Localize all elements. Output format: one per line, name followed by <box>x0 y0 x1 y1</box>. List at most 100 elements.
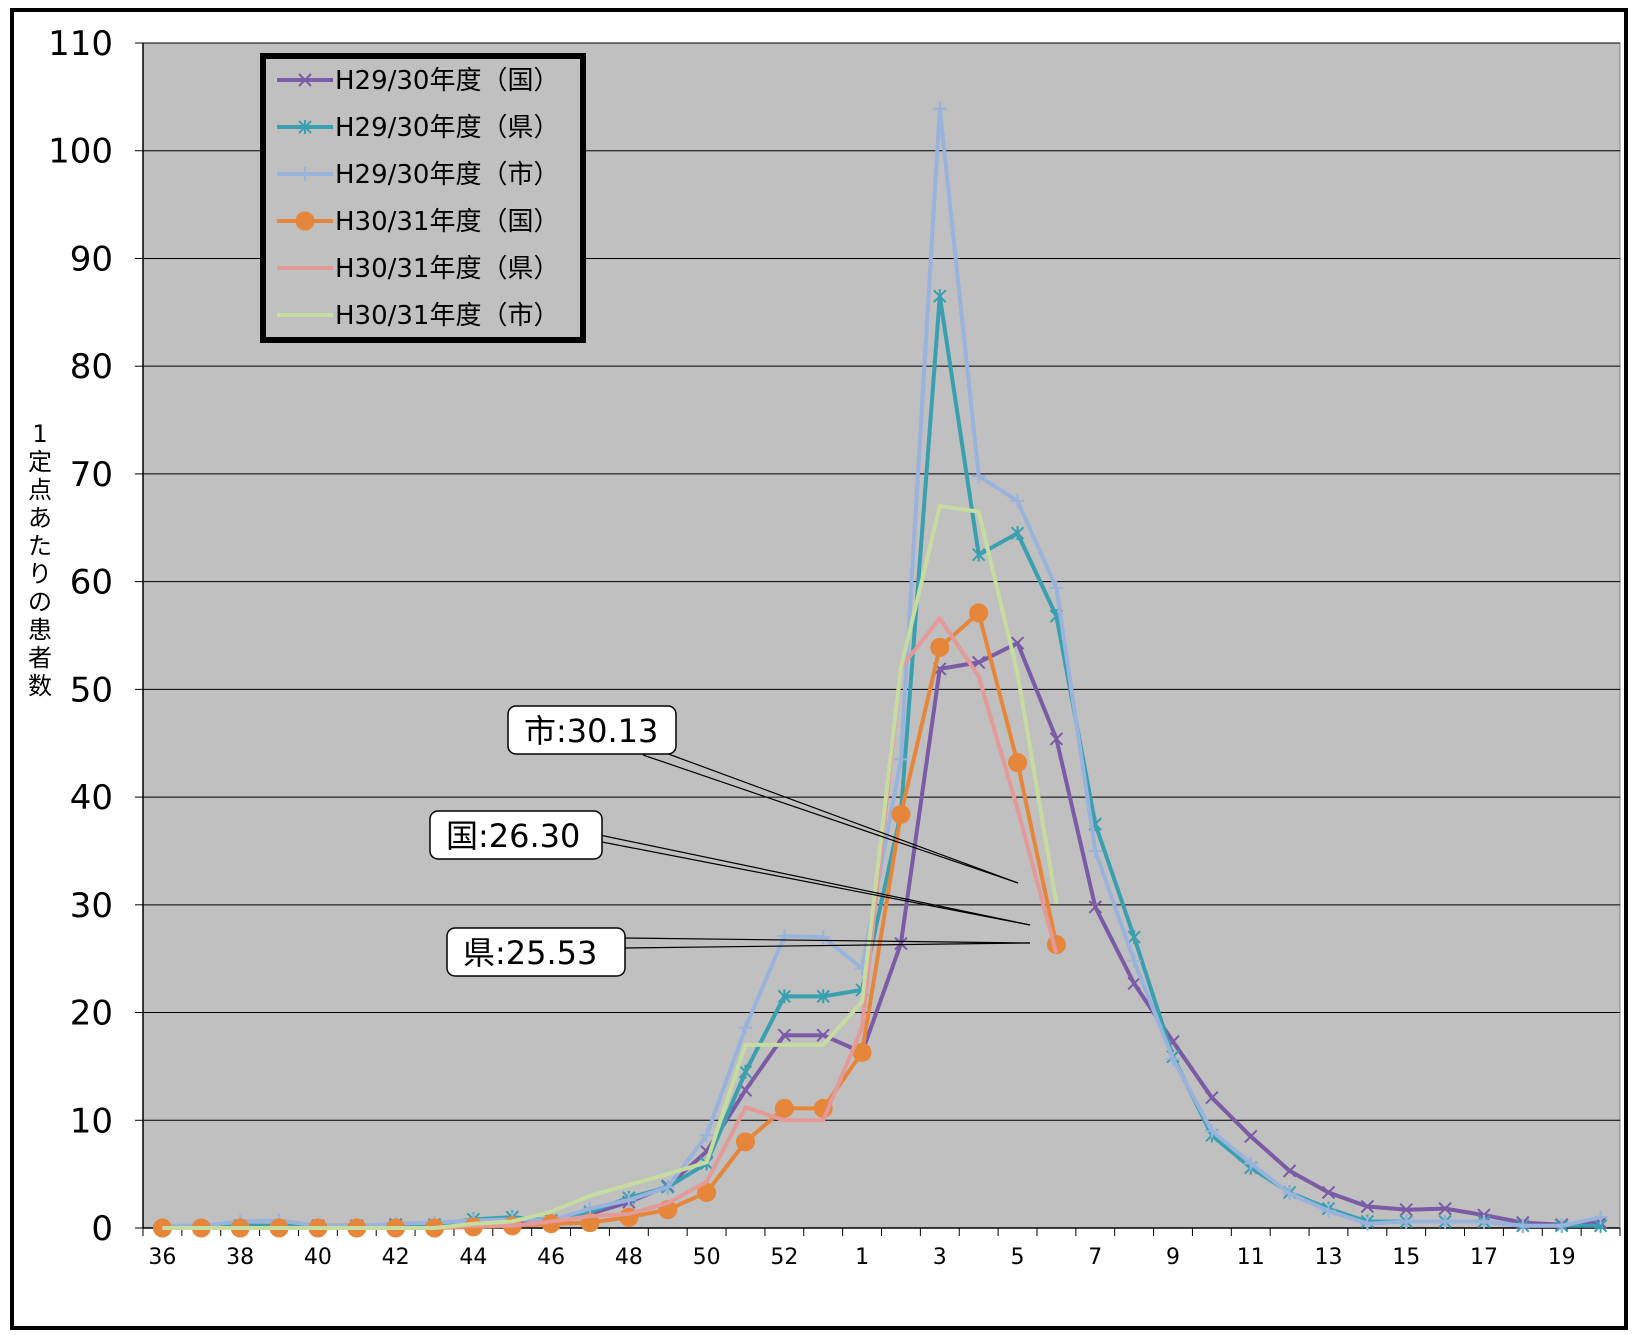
data-point <box>298 120 312 134</box>
callout-label: 県:25.53 <box>463 934 597 972</box>
data-point <box>1166 1051 1181 1066</box>
data-point <box>816 930 831 945</box>
x-tick-label: 19 <box>1548 1245 1576 1270</box>
legend-item-1: H29/30年度（国） <box>277 66 559 96</box>
callout-box <box>446 927 626 977</box>
x-tick-label: 3 <box>933 1245 947 1270</box>
data-point <box>1010 636 1025 650</box>
data-point <box>1010 493 1025 508</box>
data-point <box>777 929 792 944</box>
x-tick-label: 15 <box>1392 1245 1420 1270</box>
legend-label: H29/30年度（国） <box>335 66 559 96</box>
callout-2: 国:26.30 <box>429 810 1031 926</box>
y-axis-label-char: 数 <box>28 672 52 700</box>
y-axis-label-char: り <box>28 560 52 588</box>
callout-1: 市:30.13 <box>507 705 1019 884</box>
legend-label: H29/30年度（県） <box>335 113 559 143</box>
x-tick-label: 40 <box>304 1245 332 1270</box>
data-point <box>735 1132 755 1152</box>
data-point <box>971 547 986 562</box>
data-point <box>1088 900 1102 914</box>
y-tick-label: 50 <box>70 670 113 710</box>
data-point <box>1438 1214 1453 1229</box>
y-axis-label-char: 点 <box>28 476 52 504</box>
data-point <box>932 101 947 116</box>
callout-3: 県:25.53 <box>446 927 1031 977</box>
data-point <box>1244 1129 1258 1144</box>
data-point <box>1049 581 1064 596</box>
legend-label: H30/31年度（市） <box>335 301 559 331</box>
y-axis-label-char: 患 <box>28 616 52 644</box>
data-point <box>893 752 908 767</box>
callout-box <box>429 810 603 860</box>
legend-item-4: H30/31年度（国） <box>277 207 559 237</box>
data-point <box>298 167 312 181</box>
x-tick-label: 50 <box>693 1245 721 1270</box>
data-point <box>1204 1124 1219 1139</box>
data-point <box>1127 976 1141 991</box>
data-point <box>1554 1218 1569 1233</box>
data-point <box>1282 1164 1297 1178</box>
data-point <box>1438 1201 1452 1216</box>
y-axis-label-char: 1 <box>32 420 48 448</box>
y-axis-label-char: 定 <box>28 448 52 476</box>
data-point <box>816 989 830 1004</box>
callout-leader <box>589 832 1031 926</box>
series-6 <box>162 504 1059 1230</box>
data-point <box>777 1028 792 1042</box>
y-tick-label: 70 <box>70 455 113 495</box>
y-tick-label: 10 <box>70 1101 113 1141</box>
data-point <box>1515 1218 1530 1233</box>
y-tick-label: 110 <box>48 24 113 64</box>
y-tick-label: 60 <box>70 563 113 603</box>
data-point <box>1127 953 1142 968</box>
data-point <box>738 1064 753 1079</box>
series-line <box>162 504 1059 1230</box>
data-point <box>1205 1090 1219 1105</box>
y-tick-label: 90 <box>70 239 113 279</box>
data-point <box>1476 1214 1491 1229</box>
y-tick-label: 40 <box>70 778 113 818</box>
x-tick-label: 13 <box>1314 1245 1342 1270</box>
y-tick-label: 30 <box>70 886 113 926</box>
data-point <box>1127 930 1141 945</box>
x-tick-label: 46 <box>537 1245 565 1270</box>
legend-item-5: H30/31年度（県） <box>277 254 559 284</box>
legend-label: H30/31年度（県） <box>335 254 559 284</box>
y-axis-label-char: あ <box>28 504 52 532</box>
data-point <box>1049 732 1064 746</box>
callout-leader <box>624 937 1031 944</box>
callout-leader <box>642 754 1019 884</box>
x-tick-label: 44 <box>459 1245 487 1270</box>
x-tick-label: 7 <box>1088 1245 1102 1270</box>
data-point <box>777 989 792 1004</box>
data-point <box>1399 1214 1414 1229</box>
data-point <box>699 1128 714 1143</box>
y-axis-label-char: た <box>28 532 52 560</box>
y-tick-label: 80 <box>70 347 113 387</box>
callout-box <box>507 705 677 755</box>
data-point <box>1360 1216 1375 1231</box>
callout-label: 国:26.30 <box>446 817 580 855</box>
data-point <box>774 1098 794 1118</box>
data-point <box>933 289 947 304</box>
x-tick-label: 38 <box>226 1245 254 1270</box>
callout-leader <box>601 841 1031 926</box>
data-point <box>1282 1186 1297 1201</box>
y-tick-label: 20 <box>70 994 113 1034</box>
data-point <box>1243 1156 1258 1171</box>
data-point <box>1088 843 1103 858</box>
callout-leader <box>662 751 1019 884</box>
data-point <box>1321 1185 1336 1200</box>
data-point <box>971 655 986 670</box>
legend-item-6: H30/31年度（市） <box>277 301 559 331</box>
x-tick-label: 42 <box>382 1245 410 1270</box>
data-point <box>660 1180 675 1195</box>
legend-label: H29/30年度（市） <box>335 160 559 190</box>
y-axis-label-char: の <box>28 588 52 616</box>
y-tick-label: 100 <box>48 132 113 172</box>
data-point <box>971 469 986 484</box>
y-axis-label-char: 者 <box>28 644 52 672</box>
x-tick-label: 9 <box>1166 1245 1180 1270</box>
